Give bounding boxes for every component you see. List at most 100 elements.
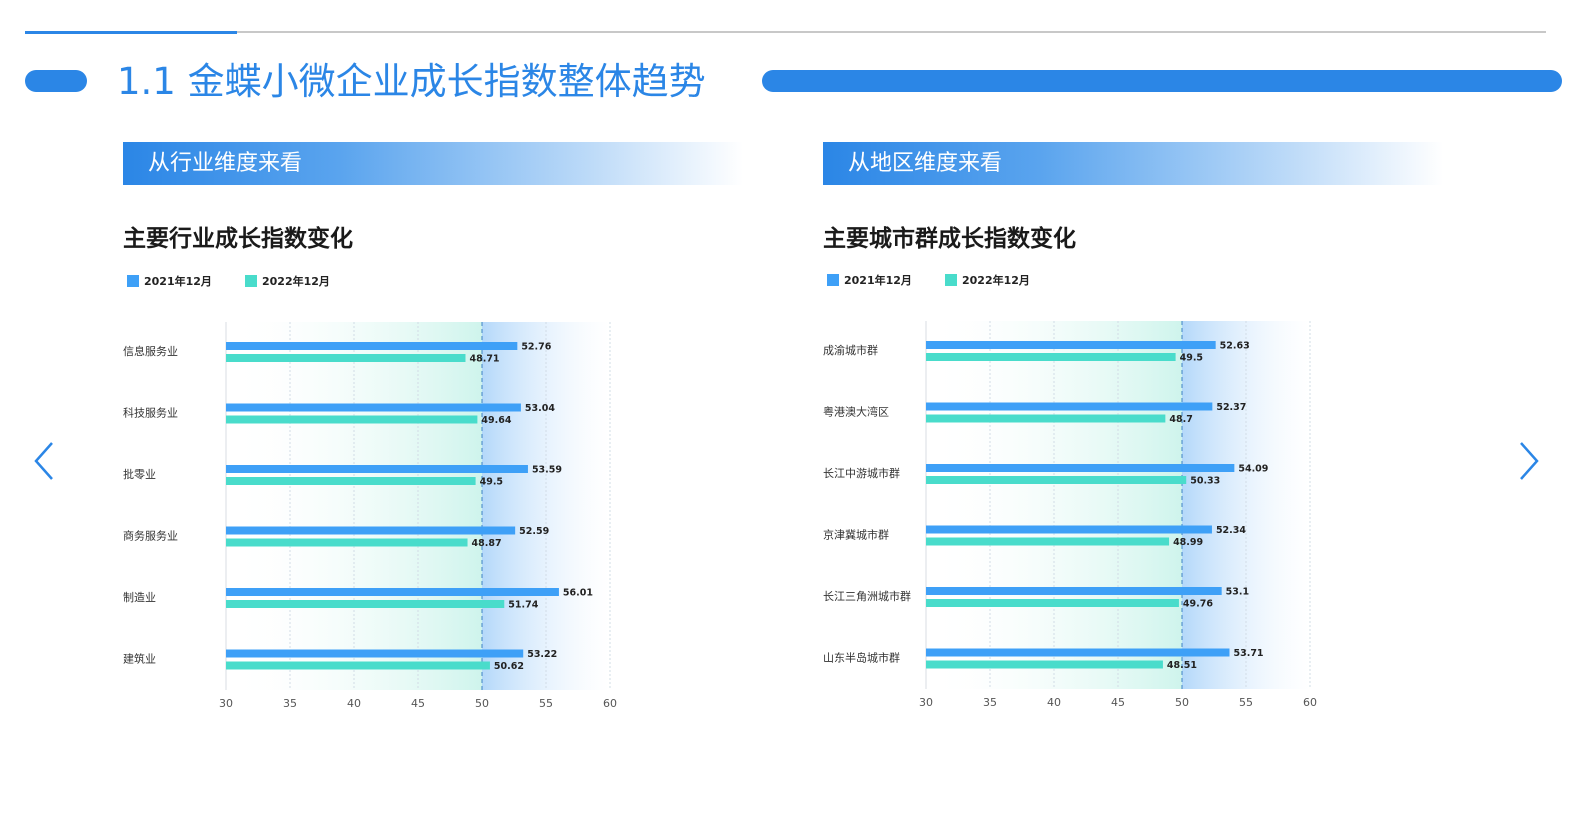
chevron-right-icon[interactable] — [1513, 440, 1543, 482]
data-label: 49.76 — [1183, 599, 1213, 610]
data-label: 53.59 — [532, 465, 562, 476]
category-label: 长江中游城市群 — [823, 466, 900, 480]
bar-2021 — [226, 465, 528, 473]
legend-label: 2022年12月 — [962, 274, 1030, 287]
bar-2022 — [226, 661, 490, 670]
x-tick-label: 30 — [219, 697, 233, 710]
bar-2022 — [926, 537, 1170, 546]
legend-swatch — [245, 275, 257, 287]
data-label: 53.04 — [525, 403, 555, 414]
legend-label: 2021年12月 — [844, 274, 912, 287]
header-divider-accent — [25, 31, 237, 34]
bar-2022 — [926, 353, 1176, 361]
category-label: 科技服务业 — [123, 406, 178, 420]
x-tick-label: 55 — [1239, 696, 1253, 709]
data-label: 52.34 — [1216, 525, 1246, 536]
chart-title-industry: 主要行业成长指数变化 — [123, 226, 353, 252]
x-tick-label: 35 — [283, 697, 297, 710]
section-banner-region: 从地区维度来看 — [823, 142, 1443, 185]
data-label: 52.63 — [1220, 341, 1250, 352]
data-label: 50.62 — [494, 661, 524, 672]
legend-swatch — [945, 274, 957, 286]
legend-swatch — [827, 274, 839, 286]
data-label: 53.22 — [527, 649, 557, 660]
legend-region: 2021年12月 2022年12月 — [827, 272, 1067, 288]
header-divider — [25, 31, 1546, 33]
data-label: 48.71 — [469, 354, 499, 365]
category-label: 制造业 — [123, 590, 156, 604]
category-label: 京津冀城市群 — [823, 528, 889, 542]
bar-2021 — [226, 342, 518, 350]
bar-2022 — [226, 354, 466, 362]
title-decoration-left — [25, 70, 87, 92]
x-tick-label: 50 — [475, 697, 489, 710]
bar-2022 — [926, 599, 1179, 607]
x-tick-label: 35 — [983, 696, 997, 709]
data-label: 48.99 — [1173, 537, 1203, 548]
bar-2021 — [926, 525, 1212, 534]
category-label: 商务服务业 — [123, 529, 178, 543]
x-tick-label: 45 — [1111, 696, 1125, 709]
bar-2021 — [926, 402, 1213, 411]
data-label: 52.37 — [1216, 402, 1246, 413]
data-label: 53.1 — [1226, 587, 1249, 598]
data-label: 53.71 — [1233, 648, 1263, 659]
data-label: 52.59 — [519, 526, 549, 537]
section-banner-label: 从行业维度来看 — [148, 151, 303, 176]
data-label: 51.74 — [508, 600, 538, 611]
x-tick-label: 55 — [539, 697, 553, 710]
bar-2021 — [226, 649, 524, 658]
bar-2021 — [926, 648, 1230, 657]
data-label: 52.76 — [521, 342, 551, 353]
legend-item-2022: 2022年12月 — [945, 272, 1030, 288]
category-label: 批零业 — [123, 467, 156, 481]
bar-2021 — [926, 587, 1222, 595]
data-label: 48.87 — [472, 538, 502, 549]
x-tick-label: 60 — [1303, 696, 1317, 709]
region-bar-chart: 30 35 40 45 50 55 60 成渝城市群 52.63 49.5 粤港澳大湾区 52.37 4… — [823, 321, 1317, 709]
legend-item-2022: 2022年12月 — [245, 273, 330, 289]
data-label: 48.51 — [1167, 660, 1197, 671]
bar-2022 — [926, 414, 1166, 423]
bar-2022 — [226, 477, 476, 485]
bar-2022 — [226, 600, 505, 608]
chevron-left-icon[interactable] — [30, 440, 60, 482]
legend-label: 2021年12月 — [144, 275, 212, 288]
data-label: 50.33 — [1190, 476, 1220, 487]
category-label: 长江三角洲城市群 — [823, 589, 911, 603]
category-label: 信息服务业 — [123, 344, 178, 358]
data-label: 49.5 — [1180, 353, 1203, 364]
data-label: 48.7 — [1169, 414, 1192, 425]
legend-item-2021: 2021年12月 — [127, 273, 212, 289]
bar-2021 — [226, 526, 516, 535]
bar-2021 — [926, 464, 1235, 472]
x-tick-label: 30 — [919, 696, 933, 709]
legend-industry: 2021年12月 2022年12月 — [127, 273, 367, 289]
category-label: 粤港澳大湾区 — [823, 405, 889, 419]
bar-2022 — [226, 538, 468, 547]
category-label: 山东半岛城市群 — [823, 651, 900, 665]
data-label: 54.09 — [1238, 464, 1268, 475]
data-label: 56.01 — [563, 588, 593, 599]
bar-2021 — [226, 403, 521, 412]
section-banner-industry: 从行业维度来看 — [123, 142, 743, 185]
bar-2022 — [226, 415, 478, 424]
page-title: 1.1 金蝶小微企业成长指数整体趋势 — [117, 60, 706, 103]
x-tick-label: 45 — [411, 697, 425, 710]
x-tick-label: 50 — [1175, 696, 1189, 709]
legend-swatch — [127, 275, 139, 287]
bar-2022 — [926, 660, 1163, 669]
section-banner-label: 从地区维度来看 — [848, 151, 1003, 176]
x-tick-label: 40 — [1047, 696, 1061, 709]
bar-2022 — [926, 476, 1187, 484]
category-label: 建筑业 — [123, 652, 156, 666]
chart-title-region: 主要城市群成长指数变化 — [823, 226, 1076, 252]
x-tick-label: 60 — [603, 697, 617, 710]
x-tick-label: 40 — [347, 697, 361, 710]
bar-2021 — [226, 588, 559, 596]
industry-bar-chart: 30 35 40 45 50 55 60 信息服务业 52.76 48.71 科技服务业 53.04 4… — [123, 322, 617, 710]
legend-item-2021: 2021年12月 — [827, 272, 912, 288]
bar-2021 — [926, 341, 1216, 349]
category-label: 成渝城市群 — [823, 343, 878, 357]
data-label: 49.64 — [481, 415, 511, 426]
